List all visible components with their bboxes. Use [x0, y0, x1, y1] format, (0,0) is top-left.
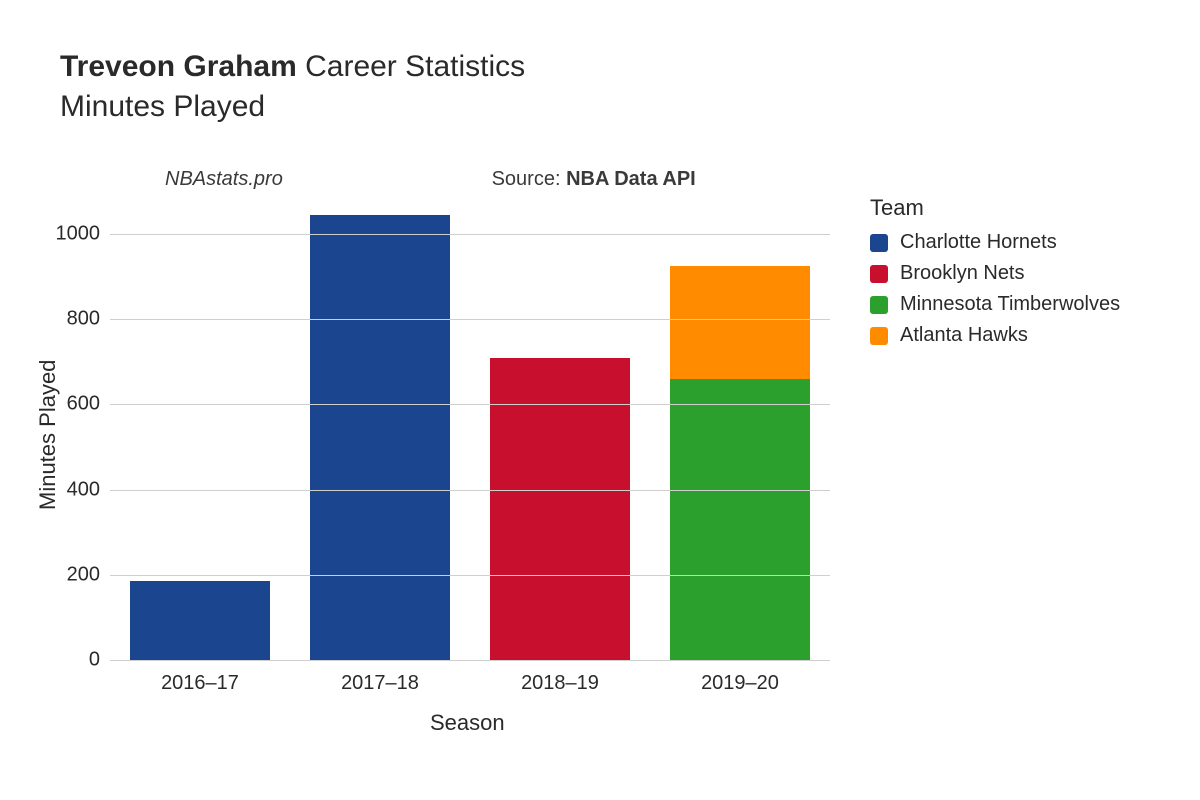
legend-swatch	[870, 265, 888, 283]
legend-item: Minnesota Timberwolves	[870, 293, 1120, 316]
x-tick-label: 2018–19	[521, 672, 599, 695]
legend-swatch	[870, 327, 888, 345]
credit-source: Source: NBA Data API	[492, 168, 696, 191]
bar-segment	[490, 358, 630, 660]
legend-item: Charlotte Hornets	[870, 231, 1120, 254]
plot-area: 2016–172017–182018–192019–20 02004006008…	[110, 200, 830, 660]
bar-segment	[130, 581, 270, 660]
x-tick-label: 2017–18	[341, 672, 419, 695]
credit-site: NBAstats.pro	[165, 168, 283, 191]
legend-item: Atlanta Hawks	[870, 324, 1120, 347]
y-axis-label: Minutes Played	[35, 360, 61, 510]
title-rest: Career Statistics	[297, 50, 525, 83]
bar	[130, 200, 270, 660]
gridline	[110, 404, 830, 405]
bar	[490, 200, 630, 660]
bar-segment	[310, 215, 450, 660]
bar	[310, 200, 450, 660]
legend-item: Brooklyn Nets	[870, 262, 1120, 285]
gridline	[110, 234, 830, 235]
legend: Team Charlotte Hornets Brooklyn Nets Minne…	[870, 195, 1120, 355]
y-tick-label: 400	[67, 478, 100, 501]
legend-label: Brooklyn Nets	[900, 262, 1025, 285]
title-player: Treveon Graham	[60, 50, 297, 83]
y-tick-label: 1000	[56, 223, 101, 246]
legend-swatch	[870, 296, 888, 314]
bar-segment	[670, 266, 810, 379]
legend-title: Team	[870, 195, 1120, 221]
y-tick-label: 800	[67, 308, 100, 331]
title-subtitle: Minutes Played	[60, 90, 525, 124]
gridline	[110, 660, 830, 661]
x-axis-label: Season	[430, 710, 505, 736]
chart-title: Treveon Graham Career Statistics Minutes…	[60, 50, 525, 124]
gridline	[110, 575, 830, 576]
legend-label: Minnesota Timberwolves	[900, 293, 1120, 316]
y-tick-label: 0	[89, 649, 100, 672]
y-tick-label: 600	[67, 393, 100, 416]
gridline	[110, 490, 830, 491]
x-tick-label: 2019–20	[701, 672, 779, 695]
x-tick-label: 2016–17	[161, 672, 239, 695]
gridline	[110, 319, 830, 320]
bar-segment	[670, 379, 810, 660]
y-tick-label: 200	[67, 563, 100, 586]
legend-label: Charlotte Hornets	[900, 231, 1057, 254]
credit-source-name: NBA Data API	[566, 168, 696, 190]
bar	[670, 200, 810, 660]
credit-source-prefix: Source:	[492, 168, 566, 190]
legend-swatch	[870, 234, 888, 252]
legend-label: Atlanta Hawks	[900, 324, 1028, 347]
